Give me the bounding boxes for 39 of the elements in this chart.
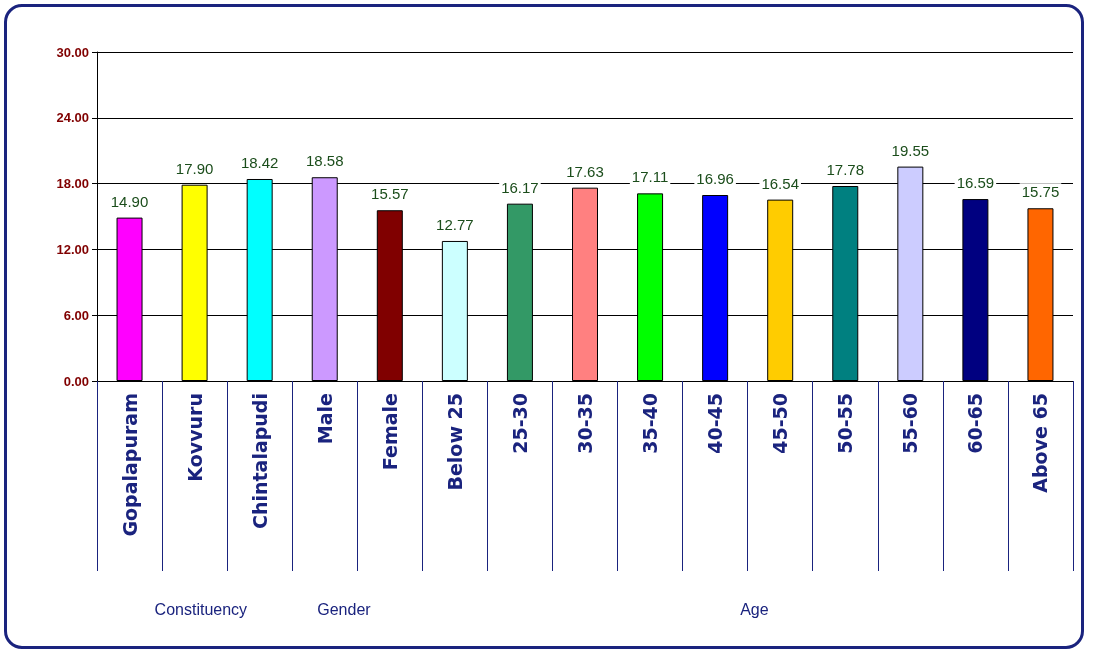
- x-tick-label: 35-40: [639, 393, 662, 454]
- text: Age: [740, 600, 769, 618]
- x-tick-label: Gopalapuram: [118, 393, 141, 537]
- data-label: 15.57: [371, 185, 409, 203]
- data-label: 17.78: [826, 161, 865, 179]
- x-tick-label: 25-30: [508, 393, 531, 454]
- x-tick-label: Above 65: [1029, 393, 1052, 493]
- data-label: 17.63: [566, 162, 604, 180]
- x-tick-label: 30-35: [574, 393, 596, 454]
- x-tick-label: Kovvuru: [183, 393, 206, 482]
- y-tick-label: 12.00: [56, 241, 89, 257]
- y-tick-label: 0.00: [63, 373, 89, 389]
- data-label: 18.42: [240, 153, 279, 171]
- y-tick-label: 24.00: [56, 110, 89, 126]
- data-label: 19.55: [891, 141, 930, 159]
- y-tick-label: 30.00: [56, 44, 89, 60]
- data-label: 17.11: [631, 168, 669, 186]
- x-tick-label: Female: [378, 393, 401, 471]
- data-label: 17.90: [175, 159, 214, 177]
- data-label: 12.77: [436, 215, 474, 233]
- x-tick-label: Male: [313, 393, 336, 445]
- x-tick-label: 40-45: [704, 393, 727, 454]
- data-label: 14.90: [110, 192, 149, 210]
- x-tick-label: 60-65: [964, 393, 987, 454]
- text: Gender: [317, 600, 372, 618]
- x-tick-label: 50-55: [834, 393, 857, 454]
- x-tick-label: Below 25: [443, 393, 466, 491]
- x-tick-label: 55-60: [899, 393, 922, 454]
- x-tick-label: 45-50: [769, 393, 792, 454]
- data-label: 16.54: [761, 174, 799, 192]
- data-label: 16.17: [501, 178, 539, 196]
- y-tick-label: 18.00: [56, 176, 89, 192]
- data-label: 18.58: [305, 152, 344, 170]
- data-label: 16.59: [956, 174, 995, 192]
- data-label: 15.75: [1021, 183, 1060, 201]
- x-tick-label: Chintalapudi: [248, 393, 271, 529]
- y-tick-label: 6.00: [63, 307, 89, 323]
- text: Constituency: [154, 600, 248, 618]
- data-label: 16.96: [696, 170, 734, 188]
